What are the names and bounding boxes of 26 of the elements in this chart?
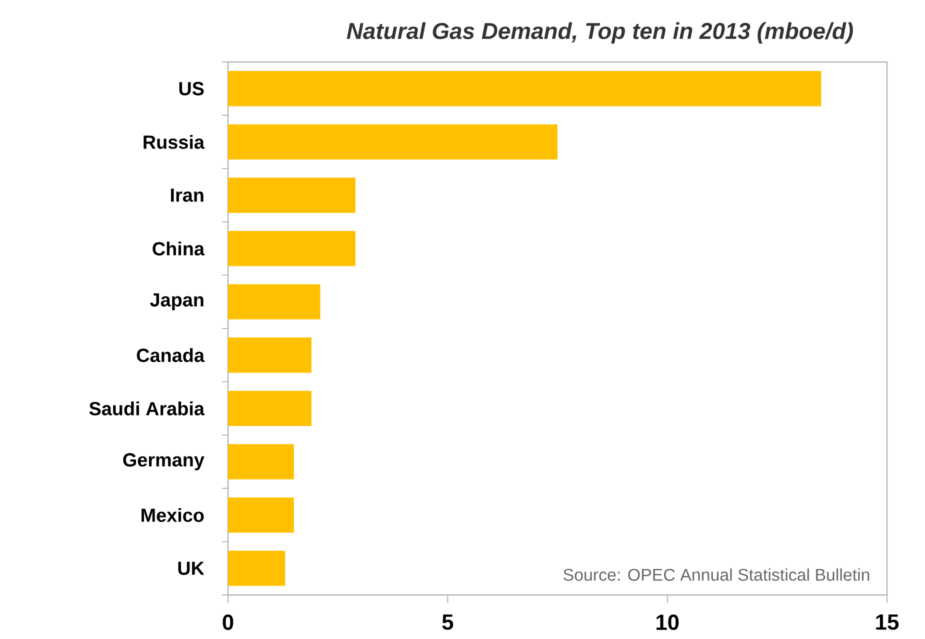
y-tick-label: Canada — [136, 348, 205, 362]
y-tick-label: Saudi Arabia — [89, 401, 205, 416]
x-tick-label: 0 — [222, 614, 234, 630]
bar — [228, 178, 356, 213]
bar — [228, 444, 294, 480]
bar — [228, 71, 822, 106]
bar — [228, 338, 312, 373]
y-tick-label: China — [152, 242, 205, 256]
y-tick-label: UK — [178, 562, 204, 575]
y-tick-label: US — [179, 82, 204, 96]
y-tick-label: Russia — [144, 134, 205, 149]
bar — [228, 497, 294, 533]
x-tick-label: 10 — [656, 614, 679, 630]
bar — [228, 124, 558, 160]
bar — [228, 550, 286, 586]
annotation: Source: OPEC Annual Statistical Bulletin — [564, 568, 870, 581]
y-tick-label: Iran — [171, 188, 204, 202]
y-tick-label: Mexico — [142, 508, 204, 522]
y-tick-label: Germany — [123, 453, 204, 470]
bar — [228, 230, 356, 266]
bar — [228, 284, 320, 320]
y-tick-label: Japan — [150, 293, 204, 310]
chart-title: Natural Gas Demand, Top ten in 2013 (mboe/d) — [346, 22, 853, 44]
x-tick-label: 15 — [876, 614, 899, 630]
bar — [228, 390, 312, 426]
x-tick-label: 5 — [442, 614, 454, 630]
